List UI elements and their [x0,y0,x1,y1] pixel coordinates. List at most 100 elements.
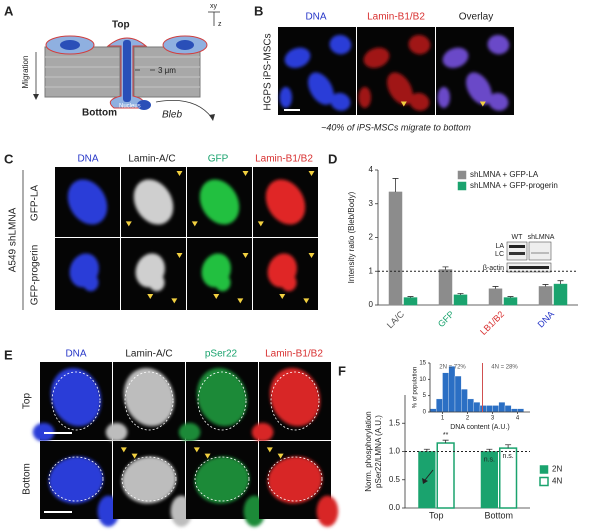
bar [538,286,553,306]
bar [503,297,518,306]
histogram-bar [486,405,493,413]
nucleus-signal [105,422,128,442]
arrowhead-marker [266,447,273,453]
y-tick-label: 1.5 [389,418,401,427]
panel-label: E [4,347,13,362]
arrowhead-marker [237,298,244,304]
arrowhead-marker [479,101,486,107]
y-axis-label: Norm. phosphorylation [364,411,373,491]
y-axis-label: Intensity ratio (Bleb/Body) [347,191,356,283]
nucleus-signal [386,72,413,105]
error-bar [457,293,464,295]
nucleus-signal [50,368,102,427]
annotation: 4N = 28% [491,365,518,371]
nucleus-signal [269,368,321,427]
error-bar [442,266,449,270]
arrow-head [209,114,215,121]
band [531,252,549,254]
column-header: Overlay [459,12,493,23]
nucleus-signal [265,179,306,225]
panel-label: A [4,3,14,18]
scale-bar [44,511,72,513]
histogram-bar [442,372,449,413]
histogram-bar [473,402,481,413]
micrograph-signal [32,368,102,442]
nucleus-signal [488,92,509,111]
nucleus-signal [280,274,297,292]
x-tick-label: GFP [436,309,456,329]
axis-label: z [218,21,222,28]
x-tick-label: 2 [466,416,470,422]
arrowhead-marker [176,253,183,258]
row-label: HGPS iPS-MSCs [263,33,274,110]
x-axis-label: DNA content (A.U.) [450,424,510,431]
column-header: Lamin-B1/B2 [255,154,313,165]
arrowhead-marker [204,453,211,459]
column-header: Lamin-B1/B2 [367,12,425,23]
nucleus [123,40,131,102]
legend-swatch [539,465,549,474]
outline [197,371,247,431]
nucleus-signal [267,456,323,504]
nucleus [60,40,80,50]
x-tick-label: 3 [491,416,495,422]
micrograph-signal [69,253,99,292]
arrowhead-marker [176,171,183,176]
micrograph-signal [201,253,231,292]
histogram-bar [429,408,437,413]
bar [436,442,455,509]
nucleus-signal [363,47,390,68]
nucleus-signal [32,422,55,442]
micrograph-signal [135,253,165,292]
bar [418,451,436,509]
nucleus-signal [251,422,274,442]
bottom-label: Bottom [82,108,117,119]
blot-lane: shLMNA [528,234,555,241]
blot-band: β-actin [483,265,504,272]
bar [388,191,403,306]
micrograph-signal [67,179,108,225]
arrow-head [33,94,39,100]
outline [267,456,323,502]
y-tick-label: 2 [369,233,374,242]
nucleus-signal [316,495,339,527]
legend-swatch [457,170,467,180]
panel-a: A xy z Top Nucleus 3 μm Migration Bottom… [4,3,222,121]
column-header: DNA [65,349,86,360]
histogram-bar [504,405,512,413]
x-tick-label: LA/C [385,309,407,331]
band [509,245,525,248]
arrow-head [422,478,428,484]
micrograph-signal [105,368,175,442]
x-tick-label: LB1/B2 [478,309,506,337]
nucleus-signal [133,179,174,225]
micrograph-signal [358,34,431,111]
pointer-arrow [424,469,434,481]
arrowhead-marker [120,447,127,453]
y-tick-label: 10 [419,377,426,383]
nucleus-signal [121,456,177,504]
bar [488,288,503,306]
nucleus-signal [437,86,451,108]
annotation: n.s. [502,453,513,460]
y-tick-label: 1 [369,266,374,275]
nucleus-signal [48,456,104,504]
migration-label: Migration [21,56,30,89]
micrograph-signal [267,253,297,292]
histogram-bar [454,375,462,413]
band [509,266,549,269]
y-tick-label: 15 [419,361,426,367]
y-axis-label: % of population [413,367,419,408]
row-label: Top [22,393,33,410]
blot [528,241,552,261]
arrowhead-marker [171,298,178,304]
outline [48,456,104,502]
micrograph-signal [437,34,510,111]
arrowhead-marker [213,294,220,300]
y-tick-label: 1.0 [389,447,401,456]
nucleus-signal [123,368,175,427]
x-tick-label: 4 [516,416,520,422]
micrograph-signal [265,179,306,225]
micrograph-signal [279,34,352,111]
